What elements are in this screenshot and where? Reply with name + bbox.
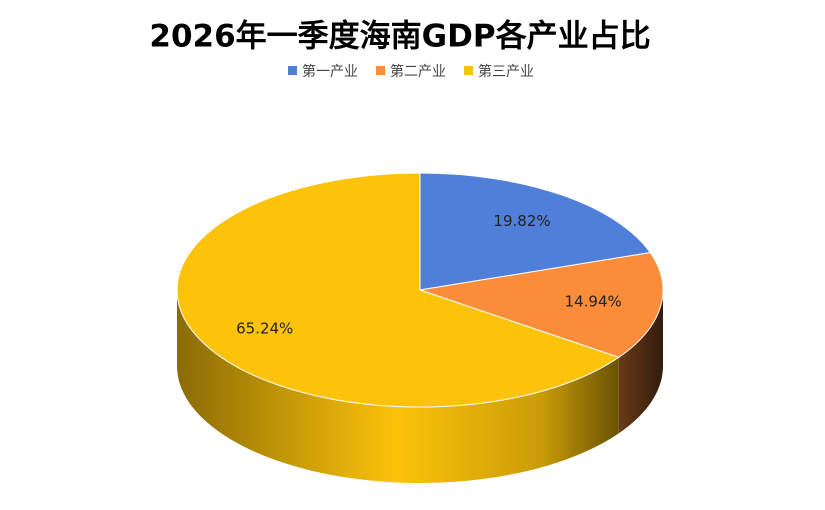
legend-label: 第三产业	[478, 63, 534, 80]
slice	[176, 172, 620, 408]
legend-swatch	[376, 66, 385, 75]
legend-label: 第二产业	[390, 63, 446, 80]
legend-swatch	[288, 66, 297, 75]
data-label: 65.24%	[236, 319, 293, 337]
legend-swatch	[464, 66, 473, 75]
data-label: 19.82%	[493, 212, 550, 230]
chart-title: 2026年一季度海南GDP各产业占比	[149, 19, 650, 55]
slice-side	[177, 290, 619, 484]
slice	[419, 252, 664, 358]
slice	[419, 172, 652, 291]
data-label: 14.94%	[565, 293, 622, 311]
legend-label: 第一产业	[302, 63, 358, 80]
